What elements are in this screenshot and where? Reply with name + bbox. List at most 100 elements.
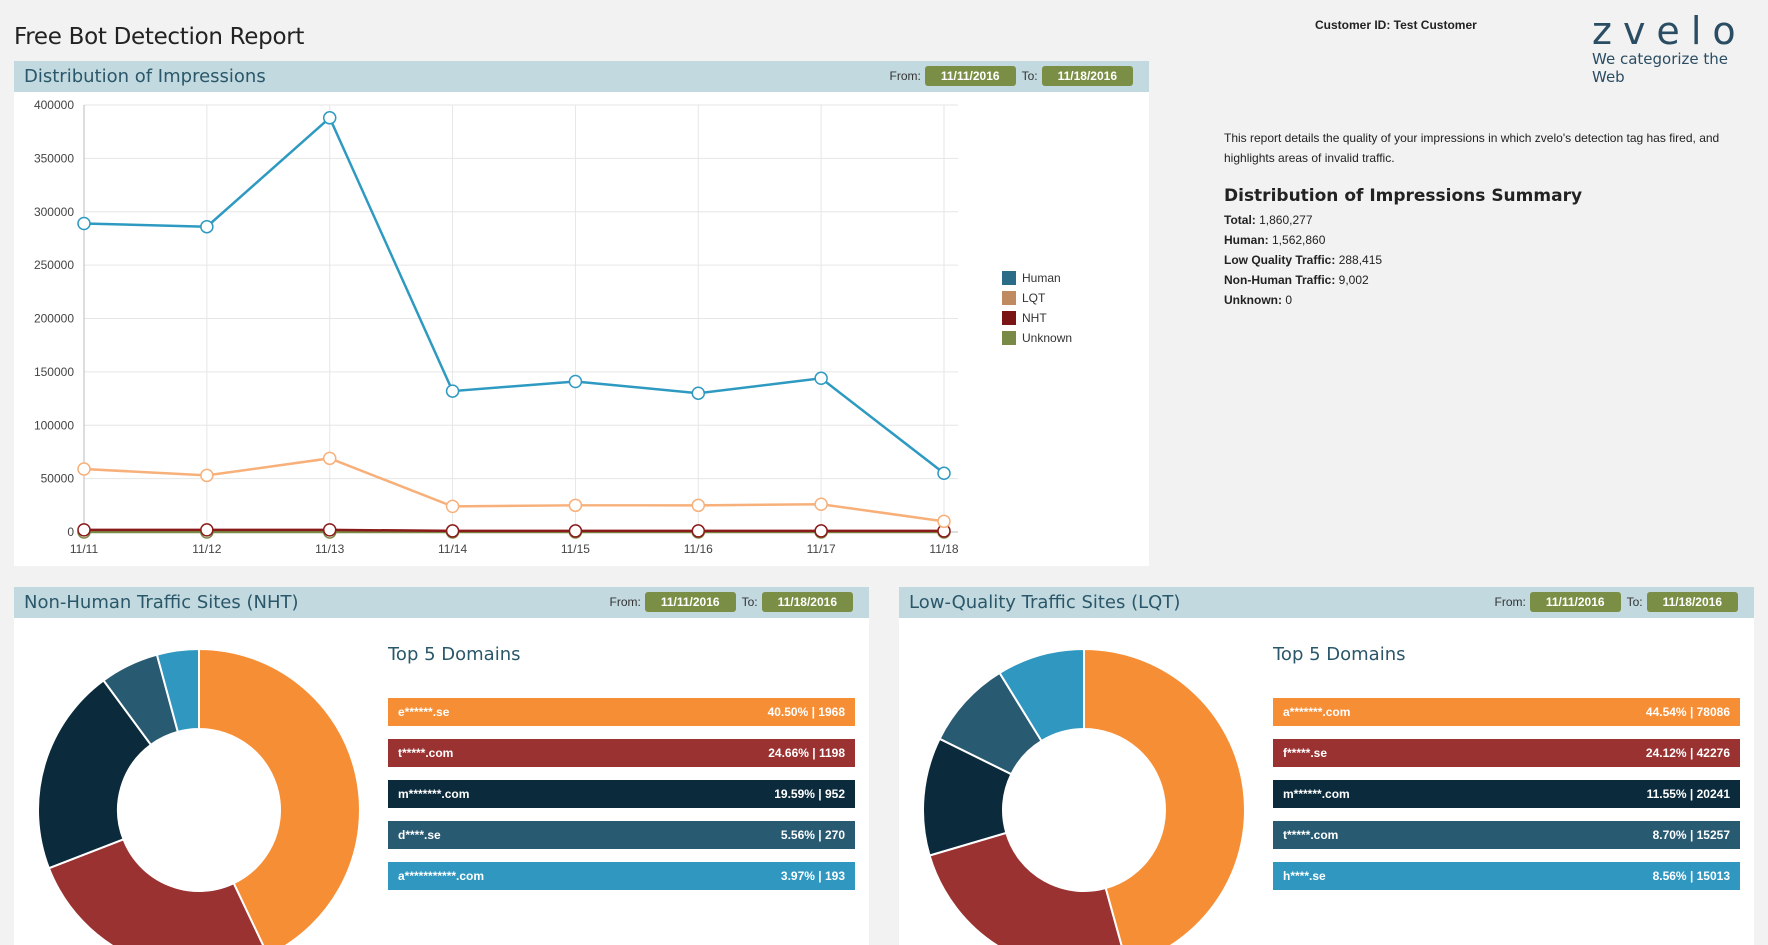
nht-panel: Non-Human Traffic Sites (NHT) From: 11/1…	[14, 587, 869, 945]
logo-tagline: We categorize the Web	[1592, 50, 1729, 86]
lqt-domain-bar[interactable]: a*******.com 44.54% | 78086	[1273, 698, 1740, 726]
impressions-panel: Distribution of Impressions From: 11/11/…	[14, 61, 1149, 566]
x-tick-label: 11/15	[561, 542, 590, 556]
data-point-lqt[interactable]	[691, 498, 706, 513]
data-point-human[interactable]	[77, 216, 91, 231]
summary-rows: Total: 1,860,277 Human: 1,562,860 Low Qual…	[1224, 210, 1744, 310]
domain-name: m*******.com	[398, 787, 470, 801]
data-point-nht[interactable]	[77, 523, 91, 537]
domain-name: f*****.se	[1283, 746, 1328, 760]
x-tick-label: 11/17	[807, 542, 836, 556]
x-tick-label: 11/11	[70, 542, 99, 556]
nht-top5-title: Top 5 Domains	[388, 644, 521, 665]
series-line-nht	[84, 528, 944, 533]
nht-donut-slice[interactable]	[198, 647, 361, 945]
y-tick-label: 250000	[34, 258, 74, 272]
legend-item-lqt[interactable]: LQT	[1002, 288, 1072, 308]
lqt-domain-bar[interactable]: f*****.se 24.12% | 42276	[1273, 739, 1740, 767]
data-point-nht[interactable]	[814, 524, 828, 538]
x-tick-label: 11/14	[438, 542, 467, 556]
domain-stat: 5.56% | 270	[780, 828, 845, 842]
legend-label: Unknown	[1022, 331, 1073, 345]
nht-title: Non-Human Traffic Sites (NHT)	[24, 592, 299, 613]
to-label: To:	[741, 595, 758, 609]
impressions-line-chart: 0 50000 100000 150000 200000 250000 300000 3500…	[34, 98, 959, 556]
data-point-nht[interactable]	[322, 523, 337, 537]
y-tick-label: 300000	[34, 205, 74, 219]
summary-row: Non-Human Traffic: 9,002	[1224, 270, 1744, 290]
data-point-lqt[interactable]	[445, 499, 460, 514]
from-label: From:	[1494, 595, 1526, 609]
data-point-lqt[interactable]	[814, 497, 828, 511]
data-point-human[interactable]	[814, 371, 828, 386]
to-date-picker[interactable]: 11/18/2016	[1041, 66, 1133, 86]
y-tick-label: 0	[67, 525, 74, 539]
from-date-picker[interactable]: 11/11/2016	[1529, 592, 1621, 612]
y-tick-label: 200000	[34, 312, 74, 326]
nht-donut-slice[interactable]	[155, 647, 200, 734]
lqt-date-range: From: 11/11/2016 To: 11/18/2016	[1495, 592, 1745, 612]
lqt-panel-header: Low-Quality Traffic Sites (LQT) From: 11…	[899, 587, 1754, 618]
domain-stat: 11.55% | 20241	[1646, 787, 1730, 801]
data-point-human[interactable]	[691, 386, 706, 400]
legend-item-human[interactable]: Human	[1002, 268, 1072, 288]
nht-domain-bar[interactable]: d****.se 5.56% | 270	[388, 821, 855, 849]
y-tick-label: 100000	[34, 418, 74, 432]
summary-label: Non-Human Traffic:	[1224, 273, 1336, 287]
lqt-top5-title: Top 5 Domains	[1273, 644, 1406, 665]
summary-label: Unknown:	[1224, 293, 1282, 307]
from-label: From:	[609, 595, 641, 609]
lqt-domain-bar[interactable]: h****.se 8.56% | 15013	[1273, 862, 1740, 890]
zvelo-logo: zvelo We categorize the Web	[1592, 10, 1752, 86]
domain-stat: 19.59% | 952	[774, 787, 845, 801]
data-point-human[interactable]	[200, 219, 214, 234]
domain-name: h****.se	[1283, 869, 1326, 883]
lqt-donut-slice[interactable]	[998, 647, 1085, 743]
x-tick-label: 11/12	[192, 542, 221, 556]
domain-stat: 8.56% | 15013	[1652, 869, 1730, 883]
lqt-donut-slice[interactable]	[1083, 647, 1246, 945]
nht-donut-chart	[37, 647, 361, 945]
domain-name: t*****.com	[398, 746, 454, 760]
data-point-human[interactable]	[445, 384, 460, 398]
lqt-donut-slice[interactable]	[928, 831, 1127, 945]
data-point-lqt[interactable]	[200, 468, 214, 483]
to-date-picker[interactable]: 11/18/2016	[1646, 592, 1738, 612]
data-point-nht[interactable]	[568, 524, 583, 538]
lqt-domain-bar[interactable]: t*****.com 8.70% | 15257	[1273, 821, 1740, 849]
nht-donut-slice[interactable]	[37, 678, 153, 870]
from-date-picker[interactable]: 11/11/2016	[924, 66, 1016, 86]
from-date-picker[interactable]: 11/11/2016	[644, 592, 736, 612]
nht-domain-bar[interactable]: e******.se 40.50% | 1968	[388, 698, 855, 726]
nht-domain-bar[interactable]: a***********.com 3.97% | 193	[388, 862, 855, 890]
data-point-human[interactable]	[322, 111, 337, 125]
legend-item-unknown[interactable]: Unknown	[1002, 328, 1072, 348]
summary-value: 9,002	[1335, 273, 1369, 287]
to-date-picker[interactable]: 11/18/2016	[761, 592, 853, 612]
summary-row: Human: 1,562,860	[1224, 230, 1744, 250]
data-point-lqt[interactable]	[568, 498, 583, 513]
y-tick-label: 400000	[34, 98, 74, 112]
data-point-lqt[interactable]	[322, 451, 337, 466]
data-point-nht[interactable]	[445, 524, 460, 538]
legend-item-nht[interactable]: NHT	[1002, 308, 1072, 328]
lqt-domain-bar[interactable]: m******.com 11.55% | 20241	[1273, 780, 1740, 808]
customer-id: Customer ID: Test Customer	[1315, 18, 1477, 32]
nht-domain-bar[interactable]: t*****.com 24.66% | 1198	[388, 739, 855, 767]
x-tick-label: 11/16	[684, 542, 713, 556]
domain-name: d****.se	[398, 828, 441, 842]
nht-domain-bar[interactable]: m*******.com 19.59% | 952	[388, 780, 855, 808]
data-point-nht[interactable]	[200, 523, 214, 537]
to-label: To:	[1021, 69, 1038, 83]
impressions-panel-header: Distribution of Impressions From: 11/11/…	[14, 61, 1149, 92]
data-point-human[interactable]	[937, 466, 951, 481]
data-point-lqt[interactable]	[77, 462, 91, 476]
nht-donut-slice[interactable]	[47, 837, 268, 945]
data-point-human[interactable]	[568, 374, 583, 389]
domain-stat: 3.97% | 193	[780, 869, 845, 883]
data-point-nht[interactable]	[691, 524, 706, 538]
data-point-lqt[interactable]	[937, 514, 951, 529]
domain-name: e******.se	[398, 705, 450, 719]
domain-stat: 24.12% | 42276	[1645, 746, 1730, 760]
summary-label: Total:	[1224, 213, 1256, 227]
